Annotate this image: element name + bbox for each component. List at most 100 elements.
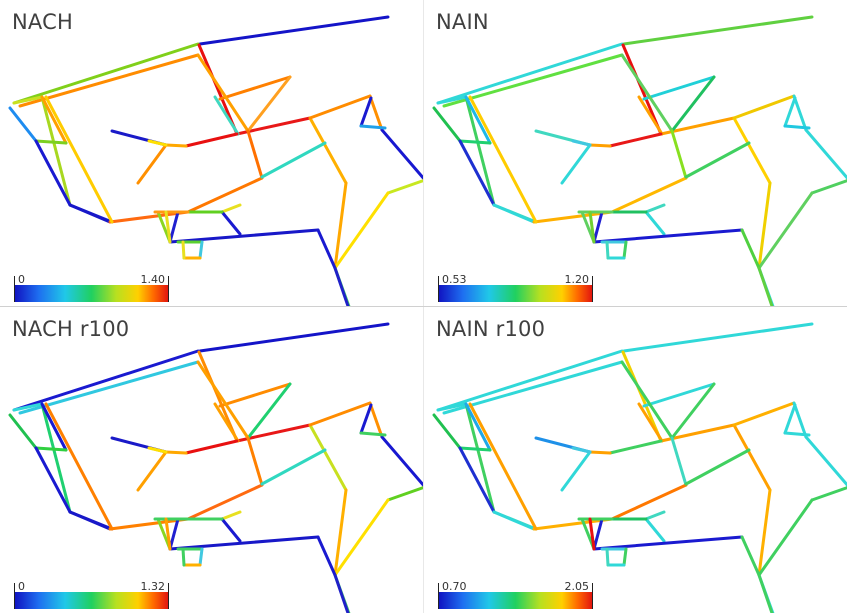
street-segment	[186, 441, 237, 453]
street-segment	[170, 519, 178, 549]
street-segment	[14, 351, 198, 410]
street-segment	[262, 450, 325, 484]
street-segment	[590, 452, 610, 453]
street-segment	[594, 537, 742, 549]
street-segment	[806, 130, 847, 180]
panel-nach-r100: NACH r100 0 1.32	[0, 307, 423, 613]
street-segment	[248, 131, 262, 178]
street-segment	[639, 404, 662, 441]
network-map	[424, 0, 847, 306]
street-segment	[382, 130, 423, 180]
color-scale-max-tick	[592, 276, 593, 302]
street-segment	[646, 519, 664, 541]
street-segment	[310, 118, 346, 183]
street-segment	[672, 131, 686, 178]
street-segment	[438, 351, 622, 410]
street-segment	[573, 448, 590, 452]
street-segment	[370, 403, 382, 437]
street-segment	[610, 441, 661, 453]
color-scale: 0.70 2.05	[438, 575, 593, 609]
panel-title: NAIN r100	[436, 317, 545, 341]
panel-nain: NAIN 0.53 1.20	[424, 0, 847, 306]
street-segment	[607, 549, 608, 565]
street-segment	[166, 145, 186, 146]
street-segment	[624, 324, 812, 351]
color-scale-min-tick	[438, 276, 439, 302]
street-segment	[200, 324, 388, 351]
street-segment	[785, 405, 795, 433]
street-segment	[10, 108, 36, 141]
street-segment	[222, 519, 240, 541]
color-scale-gradient	[438, 285, 593, 302]
color-scale-min-label: 0	[18, 273, 25, 286]
street-segment	[361, 126, 385, 128]
color-scale-min-tick	[438, 583, 439, 609]
street-segment	[562, 145, 590, 183]
street-segment	[466, 97, 490, 143]
street-segment	[686, 143, 749, 177]
color-scale-min-tick	[14, 276, 15, 302]
street-segment	[624, 17, 812, 44]
street-segment	[388, 180, 423, 193]
street-segment	[466, 404, 490, 450]
street-segment	[149, 448, 166, 452]
street-segment	[310, 403, 370, 425]
street-segment	[46, 404, 112, 529]
street-segment	[460, 141, 490, 143]
street-segment	[186, 134, 237, 146]
street-segment	[610, 134, 661, 146]
street-segment	[14, 44, 198, 103]
street-segment	[785, 98, 795, 126]
street-segment	[36, 448, 66, 450]
street-segment	[460, 448, 494, 512]
street-segment	[734, 403, 794, 425]
street-segment	[742, 230, 759, 268]
street-segment	[470, 97, 536, 222]
street-segment	[200, 17, 388, 44]
street-segment	[361, 433, 385, 435]
street-segment	[149, 141, 166, 145]
color-scale-max-label: 2.05	[565, 580, 590, 593]
color-scale-min-label: 0	[18, 580, 25, 593]
street-segment	[10, 415, 36, 448]
street-segment	[46, 97, 112, 222]
street-segment	[434, 108, 460, 141]
street-segment	[590, 145, 610, 146]
street-segment	[624, 242, 626, 258]
street-segment	[361, 405, 371, 433]
color-scale-gradient	[14, 285, 169, 302]
street-segment	[612, 178, 686, 212]
color-scale-max-tick	[168, 276, 169, 302]
color-scale-max-label: 1.32	[141, 580, 166, 593]
street-segment	[794, 403, 806, 437]
color-scale-min-tick	[14, 583, 15, 609]
street-segment	[310, 425, 346, 490]
network-map	[424, 307, 847, 613]
street-segment	[262, 143, 325, 177]
panel-nain-r100: NAIN r100 0.70 2.05	[424, 307, 847, 613]
street-segment	[183, 242, 184, 258]
street-segment	[742, 537, 759, 575]
street-segment	[646, 212, 664, 234]
street-segment	[183, 549, 184, 565]
street-segment	[220, 77, 290, 99]
street-segment	[734, 118, 770, 183]
panel-title: NACH r100	[12, 317, 129, 341]
street-segment	[812, 180, 847, 193]
street-segment	[318, 230, 335, 268]
street-segment	[646, 512, 664, 519]
street-segment	[222, 512, 240, 519]
street-segment	[646, 205, 664, 212]
street-segment	[361, 98, 371, 126]
color-scale: 0 1.32	[14, 575, 169, 609]
network-map	[0, 307, 423, 613]
street-segment	[434, 415, 460, 448]
street-segment	[624, 549, 626, 565]
street-segment	[36, 141, 70, 205]
street-segment	[222, 205, 240, 212]
street-segment	[222, 212, 240, 234]
street-segment	[607, 242, 608, 258]
street-segment	[138, 145, 166, 183]
street-segment	[460, 141, 494, 205]
street-segment	[734, 96, 794, 118]
